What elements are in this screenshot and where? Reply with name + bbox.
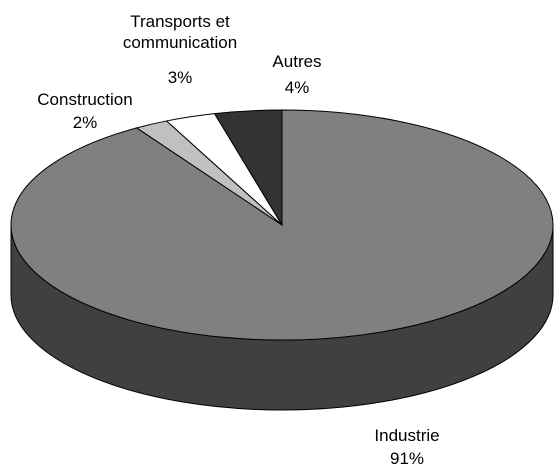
slice-label: Autres [272,52,322,71]
slice-label: Industrie [374,426,440,445]
value-label: 91% [389,449,425,465]
value-label: 4% [284,78,310,97]
value-label: 3% [167,68,193,87]
value-label: 2% [72,113,98,132]
pie-slice [213,109,283,227]
slice-label: Transports et communication [122,12,238,52]
slice-label: Construction [37,90,133,109]
